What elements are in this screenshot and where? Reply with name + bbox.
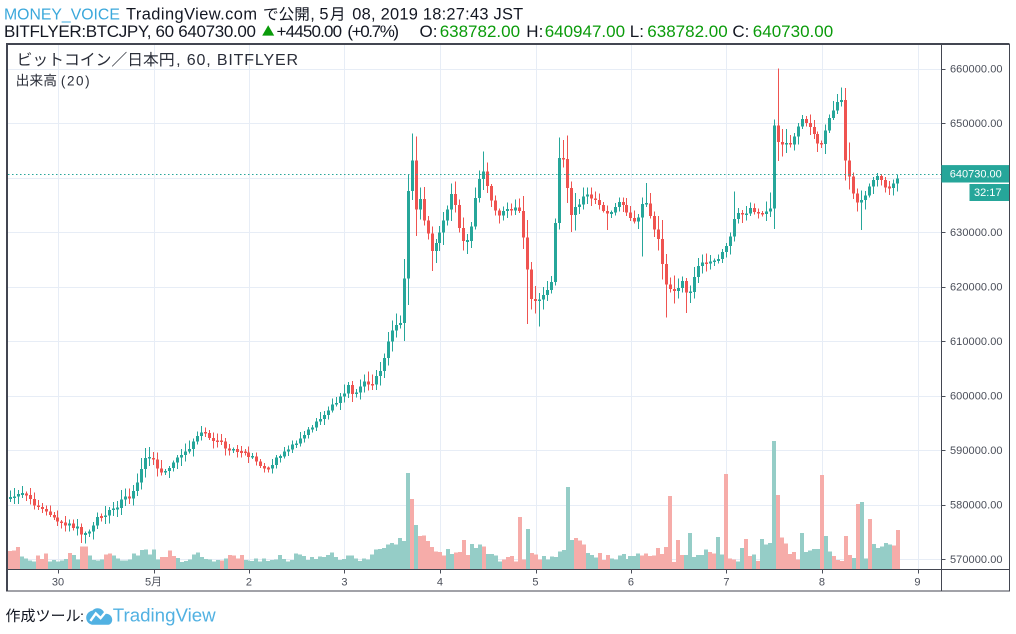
svg-text::: : <box>80 609 84 625</box>
svg-text:630000.00: 630000.00 <box>950 227 1003 239</box>
svg-text:2: 2 <box>246 577 252 589</box>
svg-text:32:17: 32:17 <box>974 187 1002 199</box>
svg-text:MONEY_VOICE: MONEY_VOICE <box>4 7 120 24</box>
svg-text:600000.00: 600000.00 <box>950 391 1003 403</box>
svg-text:640730.00: 640730.00 <box>950 169 1002 181</box>
svg-text:(20): (20) <box>61 73 90 88</box>
svg-text:C:: C: <box>732 22 749 41</box>
svg-text:638782.00: 638782.00 <box>440 22 520 41</box>
svg-text:O:: O: <box>420 22 438 41</box>
svg-text:5: 5 <box>145 577 151 589</box>
svg-text:5: 5 <box>532 577 538 589</box>
svg-text:620000.00: 620000.00 <box>950 282 1003 294</box>
svg-text:+4450.00: +4450.00 <box>277 22 343 41</box>
svg-text:638782.00: 638782.00 <box>647 22 727 41</box>
svg-text:570000.00: 570000.00 <box>950 554 1003 566</box>
svg-text:7: 7 <box>723 577 729 589</box>
svg-text:650000.00: 650000.00 <box>950 118 1003 130</box>
svg-text:590000.00: 590000.00 <box>950 445 1003 457</box>
svg-text:6: 6 <box>628 577 634 589</box>
svg-text:, 5: , 5 <box>310 6 328 24</box>
svg-text:4: 4 <box>437 577 443 589</box>
svg-text:30: 30 <box>52 577 64 589</box>
svg-text:580000.00: 580000.00 <box>950 500 1003 512</box>
svg-text:, 60, BITFLYER: , 60, BITFLYER <box>176 52 298 69</box>
svg-text:8: 8 <box>819 577 825 589</box>
svg-text:9: 9 <box>914 577 920 589</box>
svg-text:08, 2019 18:27:43 JST: 08, 2019 18:27:43 JST <box>352 6 523 24</box>
svg-text:660000.00: 660000.00 <box>950 64 1003 76</box>
svg-text:BITFLYER:BTCJPY, 60 640730.00: BITFLYER:BTCJPY, 60 640730.00 <box>4 22 256 41</box>
svg-text:H:: H: <box>526 22 543 41</box>
svg-text:610000.00: 610000.00 <box>950 336 1003 348</box>
svg-text:640947.00: 640947.00 <box>545 22 625 41</box>
svg-text:3: 3 <box>341 577 347 589</box>
svg-text:640730.00: 640730.00 <box>753 22 833 41</box>
svg-text:(+0.7%): (+0.7%) <box>347 22 399 41</box>
svg-text:L:: L: <box>630 22 644 41</box>
svg-text:TradingView: TradingView <box>113 605 216 626</box>
svg-text:TradingView.com: TradingView.com <box>126 6 257 24</box>
